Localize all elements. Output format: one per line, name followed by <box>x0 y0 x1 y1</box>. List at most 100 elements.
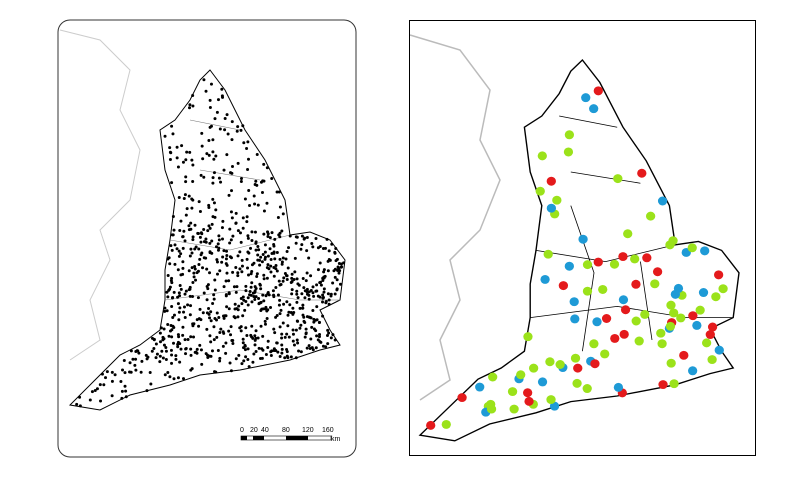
site-point <box>170 124 174 128</box>
site-point <box>145 389 149 393</box>
site-point <box>318 261 322 265</box>
site-point <box>255 153 259 157</box>
site-point <box>98 383 102 387</box>
scale-label: 120 <box>302 427 314 434</box>
site-point <box>307 344 311 348</box>
site-point <box>110 379 114 383</box>
site-point <box>333 292 337 296</box>
site-point <box>335 278 339 282</box>
site-point <box>181 160 185 164</box>
site-point <box>169 151 173 155</box>
site-point <box>321 296 325 300</box>
site-point <box>291 332 295 336</box>
site-point <box>253 289 257 293</box>
site-point <box>208 241 212 245</box>
site-point <box>210 251 214 255</box>
site-point <box>260 356 264 360</box>
site-point <box>191 104 195 108</box>
site-point <box>182 310 186 314</box>
site-point <box>135 349 139 353</box>
site-point <box>311 291 315 295</box>
site-point <box>182 305 186 309</box>
site-point <box>179 273 183 277</box>
site-point <box>613 382 624 392</box>
site-point <box>234 211 238 215</box>
site-point <box>175 156 179 160</box>
site-point <box>267 267 271 271</box>
site-point <box>259 308 263 312</box>
site-point <box>226 132 230 136</box>
site-point <box>165 290 169 294</box>
site-point <box>175 145 179 149</box>
site-point <box>220 260 224 264</box>
site-point <box>231 270 235 274</box>
site-point <box>328 258 332 262</box>
site-point <box>234 290 238 294</box>
site-point <box>310 241 314 245</box>
site-point <box>254 287 258 291</box>
site-point <box>193 264 197 268</box>
site-point <box>610 333 620 343</box>
site-point <box>225 305 229 309</box>
site-point <box>159 326 163 330</box>
site-point <box>260 260 264 264</box>
site-point <box>160 349 164 353</box>
site-point <box>269 305 273 309</box>
site-point <box>170 296 174 300</box>
site-points <box>426 86 728 430</box>
site-point <box>288 234 292 238</box>
site-point <box>249 272 253 276</box>
site-point <box>247 189 251 193</box>
site-point <box>315 305 319 309</box>
site-point <box>268 236 272 240</box>
site-point <box>679 350 689 360</box>
site-point <box>181 377 185 381</box>
site-point <box>326 342 330 346</box>
site-point <box>170 328 174 332</box>
site-point <box>202 78 206 82</box>
site-point <box>589 339 599 349</box>
site-point <box>195 347 199 351</box>
site-point <box>570 353 581 363</box>
site-point <box>178 284 182 288</box>
site-point <box>322 270 326 274</box>
site-point <box>150 349 154 353</box>
site-point <box>190 158 194 162</box>
site-point <box>293 256 297 260</box>
site-point <box>486 404 497 414</box>
site-point <box>281 321 285 325</box>
site-point <box>289 355 293 359</box>
site-point <box>197 200 201 204</box>
site-point <box>257 346 261 350</box>
site-point <box>170 181 174 185</box>
site-point <box>658 380 668 390</box>
site-point <box>171 132 175 136</box>
site-point <box>205 267 209 271</box>
site-point <box>221 255 225 259</box>
site-point <box>488 372 498 382</box>
site-point <box>250 269 254 273</box>
site-point <box>191 294 195 298</box>
site-point <box>217 246 221 250</box>
site-point <box>307 297 311 301</box>
site-point <box>327 298 331 302</box>
site-point <box>168 287 172 291</box>
site-point <box>278 298 282 302</box>
site-point <box>274 315 278 319</box>
site-point <box>198 209 202 213</box>
site-point <box>278 205 282 209</box>
site-point <box>163 306 167 310</box>
site-point <box>181 246 185 250</box>
site-point <box>236 229 240 233</box>
site-point <box>214 208 218 212</box>
site-point <box>540 274 550 284</box>
site-point <box>331 281 335 285</box>
site-point <box>243 197 247 201</box>
site-point <box>319 283 323 287</box>
site-point <box>315 289 319 293</box>
site-point <box>214 154 218 158</box>
site-point <box>166 295 170 299</box>
site-point <box>516 370 526 380</box>
site-point <box>264 352 268 356</box>
site-point <box>170 335 174 339</box>
